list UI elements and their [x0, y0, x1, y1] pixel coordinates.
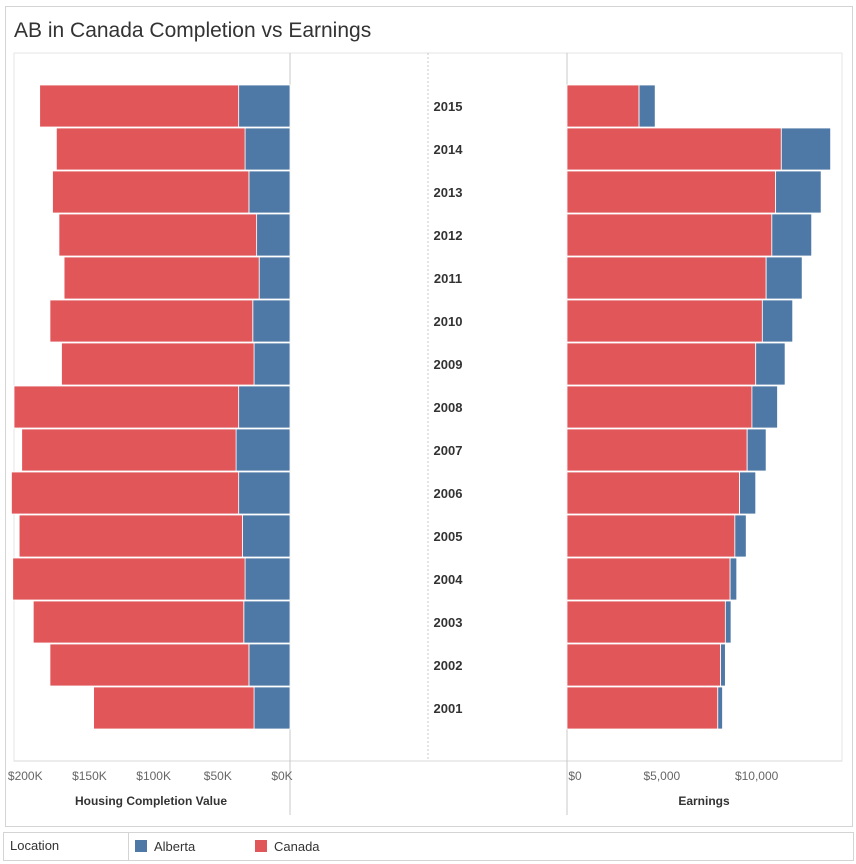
- earnings-bar-alberta-2015: [638, 84, 656, 128]
- earnings-bar-alberta-2011: [765, 256, 803, 300]
- completion-axis-title: Housing Completion Value: [75, 794, 227, 808]
- completion-tick-label: $0K: [271, 769, 292, 783]
- completion-bar-canada-2012: [58, 213, 258, 257]
- earnings-bar-canada-2013: [566, 170, 777, 214]
- year-label-2014: 2014: [434, 142, 464, 157]
- earnings-tick-label: $5,000: [643, 769, 680, 783]
- year-label-2005: 2005: [434, 529, 463, 544]
- earnings-bar-canada-2014: [566, 127, 782, 171]
- completion-bar-canada-2011: [63, 256, 260, 300]
- completion-bar-alberta-2015: [238, 84, 291, 128]
- completion-bar-canada-2013: [52, 170, 250, 214]
- earnings-bar-alberta-2005: [734, 514, 747, 558]
- completion-bar-alberta-2001: [253, 686, 291, 730]
- earnings-bar-alberta-2014: [780, 127, 832, 171]
- completion-bar-canada-2004: [12, 557, 246, 601]
- earnings-tick-label: $0: [568, 769, 582, 783]
- legend-label-alberta: Alberta: [154, 838, 196, 854]
- earnings-bar-canada-2015: [566, 84, 640, 128]
- completion-bar-canada-2006: [11, 471, 240, 515]
- completion-bar-alberta-2009: [253, 342, 291, 386]
- completion-bar-canada-2010: [49, 299, 254, 343]
- year-label-2008: 2008: [434, 400, 463, 415]
- earnings-bar-alberta-2010: [761, 299, 794, 343]
- earnings-bar-canada-2010: [566, 299, 763, 343]
- year-label-2002: 2002: [434, 658, 463, 673]
- earnings-bar-alberta-2006: [739, 471, 757, 515]
- completion-bar-alberta-2002: [248, 643, 291, 687]
- legend-label-canada: Canada: [274, 838, 320, 854]
- earnings-tick-label: $10,000: [735, 769, 779, 783]
- legend-divider: [128, 833, 129, 860]
- earnings-bar-alberta-2002: [720, 643, 726, 687]
- earnings-bar-canada-2007: [566, 428, 748, 472]
- completion-bar-alberta-2007: [235, 428, 291, 472]
- legend-title: Location: [10, 838, 60, 853]
- legend-item-alberta[interactable]: Alberta: [135, 837, 195, 855]
- year-label-2009: 2009: [434, 357, 463, 372]
- completion-bar-alberta-2014: [244, 127, 291, 171]
- alberta-swatch: [135, 840, 147, 852]
- earnings-bar-canada-2002: [566, 643, 722, 687]
- completion-bar-alberta-2004: [244, 557, 291, 601]
- earnings-bar-canada-2001: [566, 686, 719, 730]
- year-label-2006: 2006: [434, 486, 463, 501]
- earnings-bar-alberta-2007: [746, 428, 767, 472]
- earnings-bar-alberta-2004: [729, 557, 738, 601]
- year-label-2011: 2011: [434, 271, 462, 286]
- chart-title: AB in Canada Completion vs Earnings: [14, 19, 372, 42]
- earnings-bar-canada-2009: [566, 342, 757, 386]
- year-label-2010: 2010: [434, 314, 463, 329]
- year-label-2007: 2007: [434, 443, 463, 458]
- year-label-2012: 2012: [434, 228, 463, 243]
- earnings-axis-title: Earnings: [678, 794, 730, 808]
- completion-bar-canada-2001: [93, 686, 255, 730]
- earnings-bar-alberta-2009: [755, 342, 786, 386]
- year-label-2015: 2015: [434, 99, 463, 114]
- completion-bar-alberta-2006: [238, 471, 291, 515]
- completion-bar-alberta-2008: [238, 385, 291, 429]
- canada-swatch: [255, 840, 267, 852]
- completion-bar-canada-2003: [32, 600, 245, 644]
- earnings-bar-canada-2008: [566, 385, 753, 429]
- completion-tick-label: $150K: [72, 769, 107, 783]
- completion-tick-label: $100K: [136, 769, 171, 783]
- legend-item-canada[interactable]: Canada: [255, 837, 320, 855]
- completion-bar-alberta-2010: [252, 299, 291, 343]
- completion-bar-canada-2015: [39, 84, 240, 128]
- completion-bar-canada-2002: [49, 643, 250, 687]
- earnings-bar-alberta-2012: [771, 213, 813, 257]
- earnings-bar-alberta-2003: [724, 600, 732, 644]
- completion-bar-canada-2007: [21, 428, 237, 472]
- completion-bar-alberta-2013: [248, 170, 291, 214]
- earnings-bar-alberta-2008: [751, 385, 778, 429]
- completion-tick-label: $50K: [204, 769, 232, 783]
- earnings-bar-canada-2003: [566, 600, 726, 644]
- completion-tick-label: $200K: [8, 769, 43, 783]
- completion-bar-canada-2005: [18, 514, 243, 558]
- earnings-bar-canada-2012: [566, 213, 773, 257]
- earnings-bar-canada-2005: [566, 514, 736, 558]
- year-label-2001: 2001: [434, 701, 463, 716]
- completion-bar-alberta-2003: [243, 600, 291, 644]
- earnings-bar-canada-2011: [566, 256, 767, 300]
- completion-bar-canada-2008: [13, 385, 240, 429]
- completion-bar-alberta-2011: [258, 256, 291, 300]
- completion-bar-alberta-2005: [242, 514, 291, 558]
- earnings-bar-canada-2006: [566, 471, 740, 515]
- completion-bar-canada-2014: [55, 127, 246, 171]
- completion-bar-canada-2009: [61, 342, 255, 386]
- earnings-bar-canada-2004: [566, 557, 731, 601]
- year-label-2003: 2003: [434, 615, 463, 630]
- chart-canvas: 2015 2014 2013 2012 2011 2010 2009 2008 2007 2006…: [8, 52, 843, 815]
- completion-bar-alberta-2012: [256, 213, 291, 257]
- year-label-2004: 2004: [434, 572, 464, 587]
- earnings-bar-alberta-2013: [775, 170, 822, 214]
- year-label-2013: 2013: [434, 185, 463, 200]
- legend: Location Alberta Canada: [3, 832, 854, 861]
- earnings-bar-alberta-2001: [717, 686, 723, 730]
